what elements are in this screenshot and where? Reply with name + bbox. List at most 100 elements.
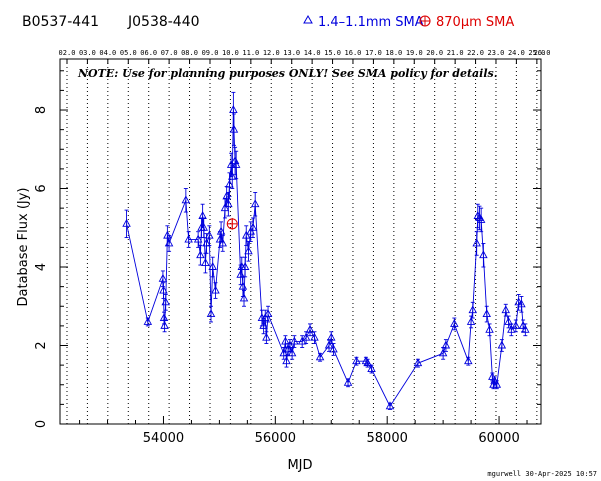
triangle-marker <box>239 293 249 302</box>
triangle-marker <box>193 234 203 243</box>
triangle-marker <box>196 250 205 259</box>
data-point <box>263 305 273 323</box>
x-axis-ticks: 54000 56000 58000 60000 <box>79 416 528 446</box>
triangle-marker <box>215 234 225 243</box>
triangle-marker <box>159 285 168 294</box>
triangle-marker <box>315 352 325 361</box>
data-point <box>468 301 478 319</box>
data-point <box>343 377 353 388</box>
data-point <box>492 379 502 390</box>
triangle-marker <box>241 230 251 239</box>
data-point-870 <box>226 217 238 230</box>
year-label: 05.0 <box>120 49 137 57</box>
x-tick-label: 54000 <box>143 431 184 446</box>
triangle-marker <box>164 238 174 247</box>
triangle-marker <box>466 317 476 325</box>
year-label: 23.0 <box>488 49 505 57</box>
data-point <box>229 91 238 129</box>
legend-triangle-icon <box>303 14 313 24</box>
data-point <box>206 305 216 323</box>
data-point <box>143 317 153 327</box>
triangle-marker <box>238 281 248 290</box>
data-point <box>517 295 526 313</box>
triangle-marker <box>229 105 238 113</box>
data-point <box>310 331 319 344</box>
triangle-marker <box>261 313 270 321</box>
data-point <box>476 207 486 233</box>
triangle-marker <box>202 238 211 247</box>
triangle-marker <box>281 336 290 345</box>
plot-frame <box>59 58 542 425</box>
data-point <box>438 347 448 360</box>
data-point <box>297 335 307 348</box>
triangle-marker <box>464 356 473 365</box>
year-label: 15.0 <box>324 49 341 57</box>
triangle-marker <box>226 160 236 168</box>
data-point <box>281 335 290 348</box>
x-tick-label: 56000 <box>255 431 296 446</box>
data-point <box>159 282 168 299</box>
triangle-marker <box>244 246 253 255</box>
year-gridlines <box>66 59 538 424</box>
triangle-marker <box>497 340 507 349</box>
triangle-marker <box>287 348 297 357</box>
triangle-marker <box>476 214 486 223</box>
data-point <box>248 217 258 239</box>
triangle-marker <box>301 332 311 341</box>
triangle-marker <box>363 358 372 367</box>
y-tick-label: 2 <box>34 341 49 349</box>
triangle-marker <box>199 222 208 231</box>
footer-credit: mgurwell 30-Apr-2025 10:57 <box>487 470 597 478</box>
data-point <box>208 256 217 278</box>
triangle-marker <box>225 179 234 188</box>
year-label: 21.0 <box>447 49 464 57</box>
triangle-marker <box>385 401 395 410</box>
triangle-marker <box>290 336 299 345</box>
data-point <box>229 113 239 146</box>
triangle-marker <box>236 269 245 278</box>
series-points <box>122 91 530 410</box>
x-tick-label: 58000 <box>367 431 408 446</box>
triangle-marker <box>504 317 513 325</box>
triangle-marker <box>479 250 488 259</box>
triangle-marker <box>468 305 478 314</box>
year-label: 06.0 <box>140 49 157 57</box>
data-point <box>241 225 251 246</box>
data-point <box>159 311 169 325</box>
triangle-marker <box>211 285 220 294</box>
triangle-marker <box>216 226 226 235</box>
data-point <box>218 235 228 252</box>
triangle-marker <box>143 317 153 325</box>
triangle-marker <box>413 358 423 367</box>
data-point <box>507 323 516 337</box>
data-point <box>198 203 207 229</box>
data-point <box>164 235 174 252</box>
triangle-marker <box>282 356 291 365</box>
triangle-marker <box>250 199 260 208</box>
year-label: 07.0 <box>161 49 178 57</box>
data-point <box>315 352 325 362</box>
data-point <box>441 339 451 352</box>
triangle-marker <box>279 348 288 357</box>
triangle-marker <box>163 230 172 239</box>
data-point <box>161 294 170 311</box>
data-point <box>205 225 214 246</box>
triangle-marker <box>231 160 241 168</box>
data-point <box>490 375 499 386</box>
legend: 1.4–1.1mm SMA 870μm SMA <box>303 14 514 30</box>
year-label: 20.0 <box>426 49 443 57</box>
y-tick-label: 0 <box>34 420 49 428</box>
triangle-marker <box>507 324 516 333</box>
data-point <box>246 221 255 242</box>
data-point <box>261 309 270 327</box>
data-point <box>472 231 481 256</box>
data-point <box>199 217 208 239</box>
year-label: 19.0 <box>406 49 423 57</box>
legend-sma-870-label: 870μm SMA <box>436 15 514 30</box>
data-point <box>305 323 315 337</box>
triangle-marker <box>441 340 451 349</box>
triangle-marker <box>198 211 207 219</box>
year-label: 02.0 <box>59 49 76 57</box>
data-point <box>497 339 507 352</box>
data-point <box>231 150 241 180</box>
